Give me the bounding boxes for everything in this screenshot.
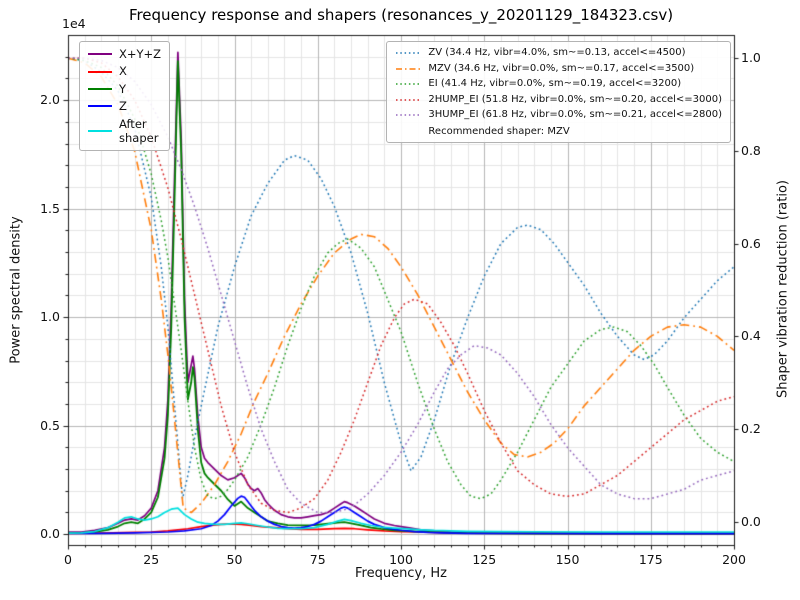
legend-line-sample: [396, 98, 421, 101]
legend-item: X+Y+Z: [88, 47, 161, 61]
y-right-tick-label: 0.8: [741, 142, 761, 158]
y-left-tick-label: 0.5: [40, 417, 60, 433]
legend-line-sample: [396, 114, 421, 117]
y-axis-label-left: Power spectral density: [8, 216, 24, 364]
y-left-tick-label: 0.0: [40, 526, 60, 542]
legend-line-sample: [88, 87, 112, 90]
legend-item-label: MZV (34.6 Hz, vibr=0.0%, sm~=0.17, accel…: [428, 62, 695, 74]
legend-item: Y: [88, 82, 161, 96]
y-left-tick-label: 2.0: [40, 92, 60, 108]
y-right-tick-label: 0.0: [741, 513, 761, 529]
legend-item: 2HUMP_EI (51.8 Hz, vibr=0.0%, sm~=0.20, …: [395, 94, 722, 107]
legend-item: EI (41.4 Hz, vibr=0.0%, sm~=0.19, accel<…: [395, 78, 722, 91]
legend-item: After shaper: [88, 117, 161, 146]
legend-item: X: [88, 64, 161, 78]
legend-line-sample: [88, 129, 112, 132]
legend-line-sample: [88, 53, 112, 56]
legend-item: Z: [88, 99, 161, 113]
legend-item-label: X: [119, 64, 127, 79]
chart-title: Frequency response and shapers (resonanc…: [128, 6, 674, 24]
legend-item-label: 2HUMP_EI (51.8 Hz, vibr=0.0%, sm~=0.20, …: [428, 93, 722, 105]
legend-item: MZV (34.6 Hz, vibr=0.0%, sm~=0.17, accel…: [395, 63, 722, 76]
x-tick-label: 100: [389, 552, 413, 567]
legend-line-sample: [396, 67, 421, 70]
legend-item-label: 3HUMP_EI (61.8 Hz, vibr=0.0%, sm~=0.21, …: [428, 109, 722, 120]
y-right-tick-label: 0.2: [741, 421, 761, 437]
legend-item-label: Y: [119, 81, 127, 96]
legend-item-label: After shaper: [119, 116, 159, 145]
x-tick-label: 150: [555, 552, 580, 567]
x-tick-label: 200: [722, 552, 746, 567]
x-tick-label: 50: [226, 552, 243, 567]
legend-psd: X+Y+Z X Y Z After shaper: [79, 41, 171, 152]
x-tick-label: 0: [64, 552, 72, 567]
legend-line-sample: [396, 83, 421, 86]
legend-item: ZV (34.4 Hz, vibr=4.0%, sm~=0.13, accel<…: [395, 47, 722, 60]
recommended-shaper-note: Recommended shaper: MZV: [428, 125, 570, 137]
legend-item: 3HUMP_EI (61.8 Hz, vibr=0.0%, sm~=0.21, …: [395, 109, 722, 122]
y-right-tick-label: 0.6: [741, 235, 761, 251]
y-right-tick-label: 1.0: [741, 50, 761, 66]
legend-item-label: X+Y+Z: [119, 47, 162, 61]
legend-line-sample: [88, 105, 112, 108]
legend-item-label: Z: [119, 99, 127, 114]
x-axis-label: Frequency, Hz: [354, 566, 448, 581]
legend-item-label: ZV (34.4 Hz, vibr=4.0%, sm~=0.13, accel<…: [428, 47, 686, 58]
x-tick-label: 25: [143, 552, 160, 567]
legend-line-sample: [396, 52, 421, 55]
legend-item-label: EI (41.4 Hz, vibr=0.0%, sm~=0.19, accel<…: [428, 78, 682, 89]
y-left-tick-label: 1.5: [40, 200, 60, 216]
x-tick-label: 125: [472, 552, 497, 567]
y-left-tick-label: 1.0: [40, 309, 60, 325]
legend-shapers: ZV (34.4 Hz, vibr=4.0%, sm~=0.13, accel<…: [386, 41, 731, 143]
y-right-tick-label: 0.4: [741, 328, 761, 344]
x-tick-label: 75: [309, 552, 326, 567]
y-axis-label-right: Shaper vibration reduction (ratio): [775, 180, 791, 398]
y-axis-offset-text: 1e4: [62, 16, 86, 31]
legend-line-sample: [88, 70, 112, 73]
x-tick-label: 175: [638, 552, 663, 567]
